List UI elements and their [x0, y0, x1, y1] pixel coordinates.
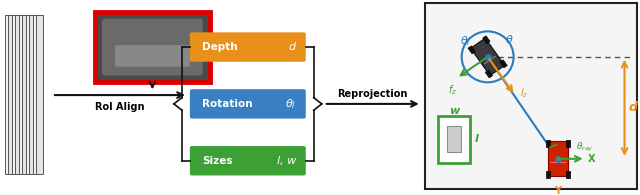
Bar [15, 15, 33, 174]
Text: $l_z$: $l_z$ [520, 87, 529, 100]
Polygon shape [468, 46, 476, 54]
Bar [36, 15, 44, 174]
FancyBboxPatch shape [102, 19, 203, 75]
Bar [29, 15, 38, 174]
Polygon shape [483, 36, 490, 44]
Polygon shape [485, 70, 493, 78]
FancyBboxPatch shape [190, 89, 306, 119]
FancyBboxPatch shape [190, 146, 306, 176]
Text: d: d [289, 42, 296, 52]
Text: l, w: l, w [276, 156, 296, 166]
Polygon shape [566, 171, 570, 178]
Polygon shape [545, 140, 550, 147]
Text: $\theta_l$: $\theta_l$ [460, 34, 471, 48]
Bar [19, 15, 33, 174]
Bar [12, 15, 32, 174]
Text: $\theta_{ray}$: $\theta_{ray}$ [575, 140, 593, 154]
Polygon shape [548, 141, 568, 176]
Polygon shape [470, 38, 505, 76]
Text: l: l [475, 134, 479, 144]
Text: $\theta_l$: $\theta_l$ [285, 97, 296, 111]
Bar [95, 12, 210, 82]
Polygon shape [545, 171, 550, 178]
Text: d: d [628, 101, 637, 114]
Text: $\theta$: $\theta$ [506, 33, 514, 45]
Text: w: w [449, 106, 459, 116]
Text: Rotation: Rotation [202, 99, 252, 109]
Bar [8, 15, 33, 174]
Text: Y: Y [554, 186, 561, 195]
Bar [22, 15, 35, 174]
Text: Reprojection: Reprojection [337, 89, 408, 99]
Polygon shape [447, 126, 461, 152]
Text: RoI Align: RoI Align [95, 102, 145, 112]
Text: Depth: Depth [202, 42, 237, 52]
Bar [438, 116, 470, 163]
Polygon shape [500, 60, 508, 68]
FancyBboxPatch shape [115, 45, 190, 67]
Bar [26, 15, 36, 174]
Text: Sizes: Sizes [202, 156, 232, 166]
Text: X: X [588, 154, 595, 164]
Polygon shape [566, 140, 570, 147]
Text: $f_z$: $f_z$ [448, 83, 457, 97]
Bar [33, 15, 41, 174]
Bar [5, 15, 33, 174]
FancyBboxPatch shape [190, 32, 306, 62]
Bar [425, 3, 637, 189]
